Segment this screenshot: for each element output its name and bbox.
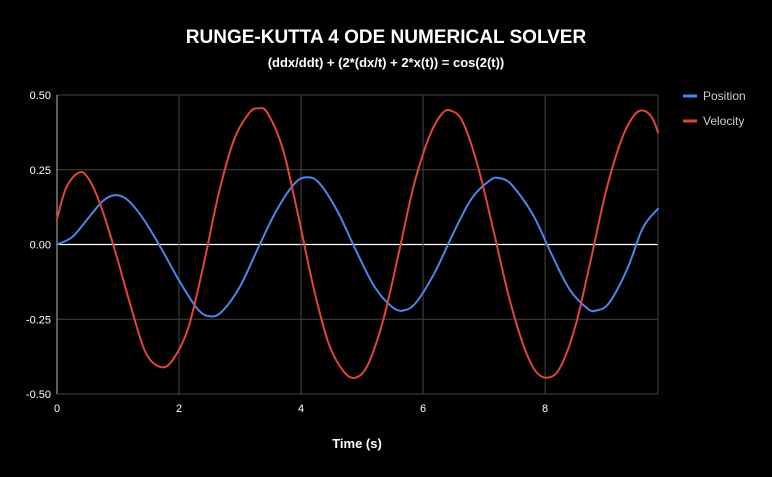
legend-label-position: Position [703,89,746,103]
y-axis-ticks: 0.50 0.25 0.00 -0.25 -0.50 [26,90,51,401]
x-axis-label: Time (s) [332,436,382,451]
x-tick-label: 4 [298,403,304,415]
legend: Position Velocity [683,89,746,128]
chart-title: RUNGE-KUTTA 4 ODE NUMERICAL SOLVER [186,27,587,48]
x-tick-label: 2 [176,403,182,415]
y-tick-label: 0.50 [30,90,51,102]
x-axis-ticks: 0 2 4 6 8 [54,403,548,415]
y-tick-label: -0.25 [26,314,51,326]
y-tick-label: 0.00 [30,240,51,252]
x-tick-label: 0 [54,403,60,415]
series-line-position [56,176,659,318]
x-tick-label: 8 [542,403,548,415]
x-tick-label: 6 [420,403,426,415]
legend-label-velocity: Velocity [703,114,744,128]
y-tick-label: -0.50 [26,389,51,401]
series-line-velocity [56,107,659,379]
y-tick-label: 0.25 [30,165,51,177]
chart-subtitle: (ddx/ddt) + (2*(dx/t) + 2*x(t)) = cos(2(… [268,55,505,70]
series-group [56,107,659,379]
